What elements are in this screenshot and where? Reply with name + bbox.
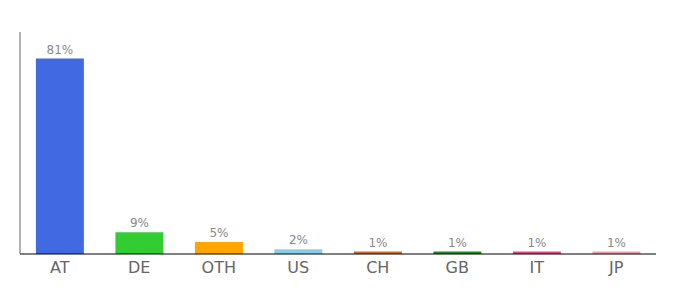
svg-text:1%: 1% (607, 236, 626, 250)
svg-text:CH: CH (366, 258, 389, 277)
svg-text:JP: JP (608, 258, 624, 277)
svg-text:DE: DE (128, 258, 150, 277)
svg-text:9%: 9% (130, 216, 149, 230)
svg-text:81%: 81% (47, 43, 74, 57)
svg-text:US: US (287, 258, 309, 277)
svg-text:1%: 1% (527, 236, 546, 250)
svg-text:5%: 5% (209, 226, 228, 240)
svg-text:1%: 1% (448, 236, 467, 250)
svg-text:IT: IT (530, 258, 545, 277)
svg-text:2%: 2% (289, 233, 308, 247)
svg-text:AT: AT (50, 258, 70, 277)
svg-text:GB: GB (446, 258, 469, 277)
svg-text:OTH: OTH (202, 258, 236, 277)
svg-text:1%: 1% (368, 236, 387, 250)
